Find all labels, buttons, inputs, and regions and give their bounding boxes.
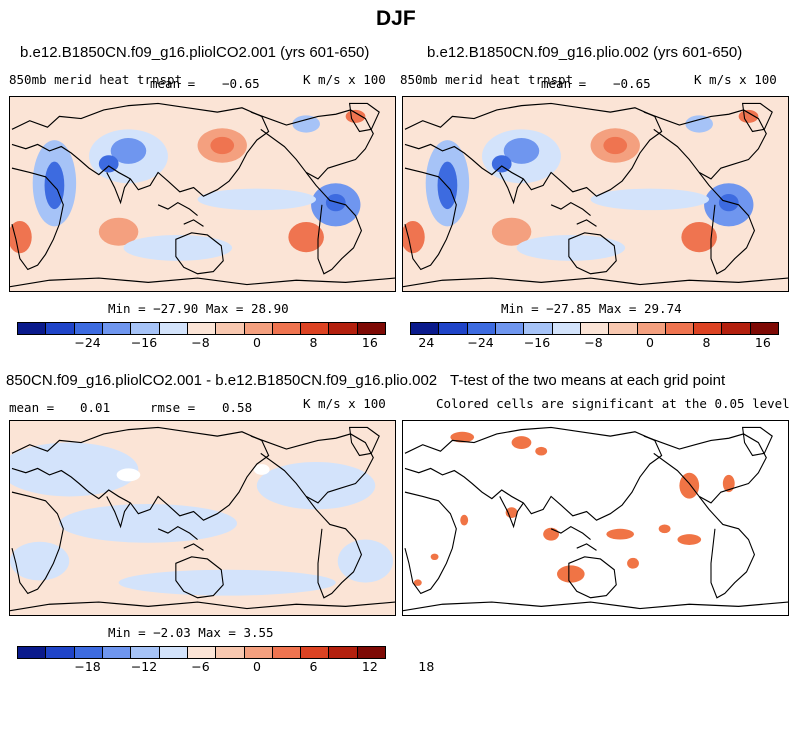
panel1-mean-label: mean = <box>150 76 196 91</box>
colorbar-swatch <box>495 323 525 334</box>
colorbar-swatch <box>665 323 695 334</box>
panel2-units: K m/s x 100 <box>694 72 777 87</box>
panel3-units: K m/s x 100 <box>303 396 386 411</box>
colorbar-swatch <box>357 647 386 658</box>
colorbar-swatch <box>102 647 132 658</box>
colorbar-swatch <box>216 647 245 658</box>
colorbar-swatch <box>159 647 188 658</box>
colorbar-swatch <box>329 647 358 658</box>
colorbar-tick-label: −12 <box>130 659 158 674</box>
colorbar-tick-label: −24 <box>74 335 101 350</box>
colorbar-tick-label: 24 <box>418 335 435 350</box>
colorbar-tick-label: 6 <box>309 659 318 674</box>
figure-title: DJF <box>376 7 416 30</box>
colorbar-swatch <box>187 647 217 658</box>
panel4-title: T-test of the two means at each grid poi… <box>450 372 726 389</box>
colorbar-swatch <box>18 647 47 658</box>
panel3-mean-value: 0.01 <box>80 400 111 415</box>
colorbar-swatch <box>552 323 581 334</box>
colorbar-swatch <box>244 323 273 334</box>
colorbar-panel1 <box>17 322 386 335</box>
colorbar-swatch <box>131 647 160 658</box>
colorbar-swatch <box>694 323 723 334</box>
colorbar-swatch <box>750 323 779 334</box>
colorbar-tick-label: −8 <box>191 335 210 350</box>
panel1-units: K m/s x 100 <box>303 72 386 87</box>
colorbar-tick-label: −8 <box>584 335 603 350</box>
colorbar-swatch <box>46 323 75 334</box>
ttest-significance-cells <box>403 421 788 615</box>
colorbar-tick-label: −6 <box>191 659 210 674</box>
colorbar-swatch <box>18 323 47 334</box>
colorbar-swatch <box>102 323 132 334</box>
colorbar-swatch <box>46 647 75 658</box>
panel3-title: 850CN.f09_g16.pliolCO2.001 - b.e12.B1850… <box>6 372 438 389</box>
colorbar-swatch <box>272 323 302 334</box>
colorbar-swatch <box>187 323 217 334</box>
panel1-min-max: Min = −27.90 Max = 28.90 <box>108 301 289 316</box>
panel4-subtitle: Colored cells are significant at the 0.0… <box>436 396 790 411</box>
colorbar-swatch <box>637 323 666 334</box>
panel1-title: b.e12.B1850CN.f09_g16.pliolCO2.001 (yrs … <box>20 44 370 61</box>
colorbar-tick-label: 18 <box>418 659 435 674</box>
colorbar-swatch <box>609 323 638 334</box>
colorbar-tick-label: −24 <box>467 335 494 350</box>
panel2-mean-label: mean = <box>541 76 587 91</box>
colorbar-swatch <box>580 323 610 334</box>
colorbar-swatch <box>301 647 330 658</box>
panel3-rmse-value: 0.58 <box>222 400 253 415</box>
colorbar-tick-label: 8 <box>702 335 711 350</box>
colorbar-tick-label: 0 <box>252 335 261 350</box>
panel2-map <box>402 96 789 292</box>
colorbar-tick-label: −16 <box>523 335 551 350</box>
colorbar-swatch <box>411 323 440 334</box>
colorbar-swatch <box>357 323 386 334</box>
colorbar-swatch <box>467 323 496 334</box>
panel4-map <box>402 420 789 616</box>
colorbar-swatch <box>301 323 330 334</box>
panel3-rmse-label: rmse = <box>150 400 196 415</box>
colorbar-tick-label: 12 <box>361 659 378 674</box>
colorbar-tick-label: −16 <box>130 335 158 350</box>
colorbar-swatch <box>131 323 160 334</box>
colorbar-tick-label: 8 <box>309 335 318 350</box>
panel2-mean-value: −0.65 <box>613 76 651 91</box>
colorbar-swatch <box>524 323 553 334</box>
colorbar-swatch <box>722 323 751 334</box>
colorbar-tick-label: 0 <box>252 659 261 674</box>
panel1-variable-label: 850mb merid heat trnspt <box>9 72 183 87</box>
colorbar-panel3 <box>17 646 386 659</box>
colorbar-tick-label: 16 <box>361 335 378 350</box>
colorbar-tick-label: 0 <box>645 335 654 350</box>
panel3-mean-label: mean = <box>9 400 55 415</box>
colorbar-swatch <box>272 647 302 658</box>
colorbar-panel2 <box>410 322 779 335</box>
colorbar-swatch <box>216 323 245 334</box>
colorbar-tick-label: 16 <box>754 335 771 350</box>
panel2-title: b.e12.B1850CN.f09_g16.plio.002 (yrs 601-… <box>427 44 743 61</box>
colorbar-swatch <box>439 323 468 334</box>
panel2-min-max: Min = −27.85 Max = 29.74 <box>501 301 682 316</box>
panel3-map <box>9 420 396 616</box>
panel3-min-max: Min = −2.03 Max = 3.55 <box>108 625 274 640</box>
panel1-mean-value: −0.65 <box>222 76 260 91</box>
colorbar-swatch <box>244 647 273 658</box>
panel2-variable-label: 850mb merid heat trnspt <box>400 72 574 87</box>
colorbar-swatch <box>74 647 103 658</box>
colorbar-swatch <box>74 323 103 334</box>
colorbar-tick-label: −18 <box>74 659 101 674</box>
colorbar-swatch <box>329 323 358 334</box>
panel1-map <box>9 96 396 292</box>
colorbar-swatch <box>159 323 188 334</box>
